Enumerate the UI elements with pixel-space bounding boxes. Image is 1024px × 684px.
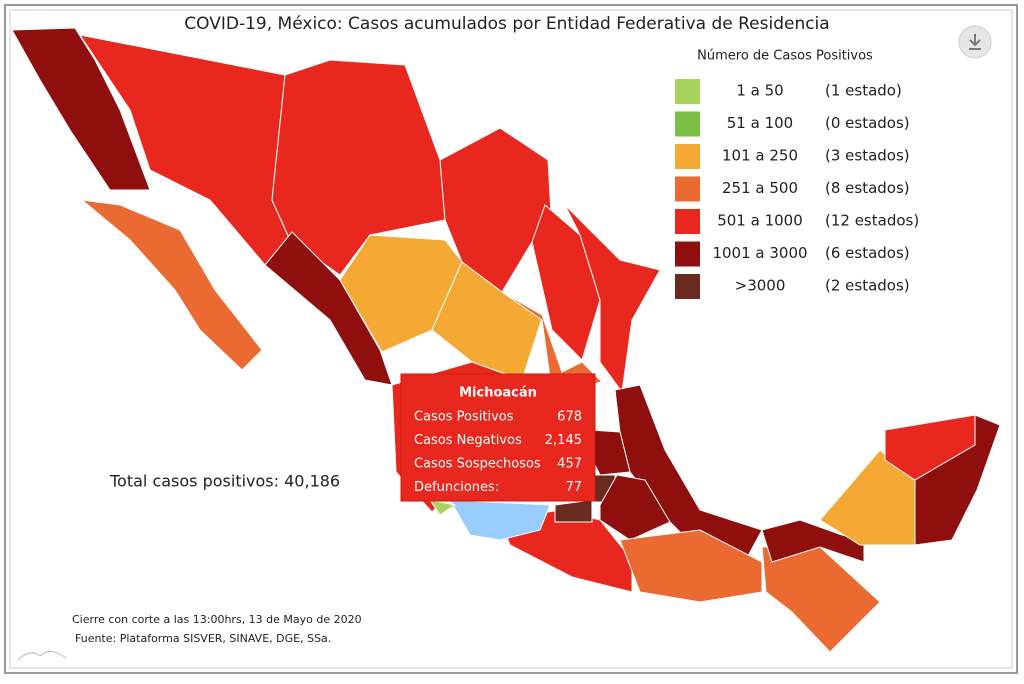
legend-swatch xyxy=(675,144,700,169)
tooltip-box xyxy=(400,373,596,502)
tooltip-label: Defunciones: xyxy=(414,480,499,495)
legend-count: (12 estados) xyxy=(825,212,919,230)
state[interactable] xyxy=(264,231,393,386)
state[interactable] xyxy=(11,27,151,191)
legend-swatch xyxy=(675,274,700,299)
legend-swatch xyxy=(675,241,700,267)
legend-swatch xyxy=(675,176,700,202)
tooltip-label: Casos Positivos xyxy=(414,410,514,425)
inner-frame xyxy=(9,9,1013,669)
legend-count: (3 estados) xyxy=(825,147,910,165)
tooltip-value: 678 xyxy=(557,410,582,425)
footer-line: Cierre con corte a las 13:00hrs, 13 de M… xyxy=(72,613,362,626)
legend-range: 101 a 250 xyxy=(722,147,798,165)
tooltip-value: 2,145 xyxy=(545,433,582,448)
state[interactable] xyxy=(501,291,604,393)
tooltip-value: 77 xyxy=(565,480,582,495)
tooltip-title: Michoacán xyxy=(459,386,537,401)
legend-range: 1001 a 3000 xyxy=(712,244,807,262)
state[interactable] xyxy=(761,519,865,563)
download-button[interactable] xyxy=(958,25,992,59)
state-hovered[interactable] xyxy=(449,499,551,541)
legend-range: >3000 xyxy=(735,277,786,295)
legend-count: (1 estado) xyxy=(825,82,902,100)
state[interactable] xyxy=(619,529,763,603)
legend-swatch xyxy=(675,111,700,137)
map xyxy=(11,27,1001,653)
legend-count: (2 estados) xyxy=(825,277,910,295)
legend-count: (8 estados) xyxy=(825,179,910,197)
legend-title: Número de Casos Positivos xyxy=(697,49,873,64)
legend-swatch xyxy=(675,79,700,104)
legend-range: 1 a 50 xyxy=(736,82,783,100)
tooltip-label: Casos Sospechosos xyxy=(414,457,541,472)
state[interactable] xyxy=(271,59,446,276)
title: COVID-19, México: Casos acumulados por E… xyxy=(184,14,829,34)
legend-range: 251 a 500 xyxy=(722,179,798,197)
legend-range: 501 a 1000 xyxy=(717,212,803,230)
state[interactable] xyxy=(80,199,263,371)
footer-line: Fuente: Plataforma SISVER, SINAVE, DGE, … xyxy=(75,632,331,645)
tooltip-value: 457 xyxy=(557,457,582,472)
state[interactable] xyxy=(428,499,457,516)
logo xyxy=(17,651,67,661)
legend-range: 51 a 100 xyxy=(727,114,793,132)
legend-count: (0 estados) xyxy=(825,114,910,132)
total: Total casos positivos: 40,186 xyxy=(109,472,340,491)
state[interactable] xyxy=(914,414,1001,546)
tooltip: Michoacán Casos Positivos 678 Casos Negati… xyxy=(400,373,596,502)
state[interactable] xyxy=(554,499,593,523)
legend: Número de Casos Positivos 1 a 50 (1 estad… xyxy=(675,49,919,299)
legend-swatch xyxy=(675,209,700,234)
tooltip-label: Casos Negativos xyxy=(414,433,522,448)
legend-count: (6 estados) xyxy=(825,244,910,262)
